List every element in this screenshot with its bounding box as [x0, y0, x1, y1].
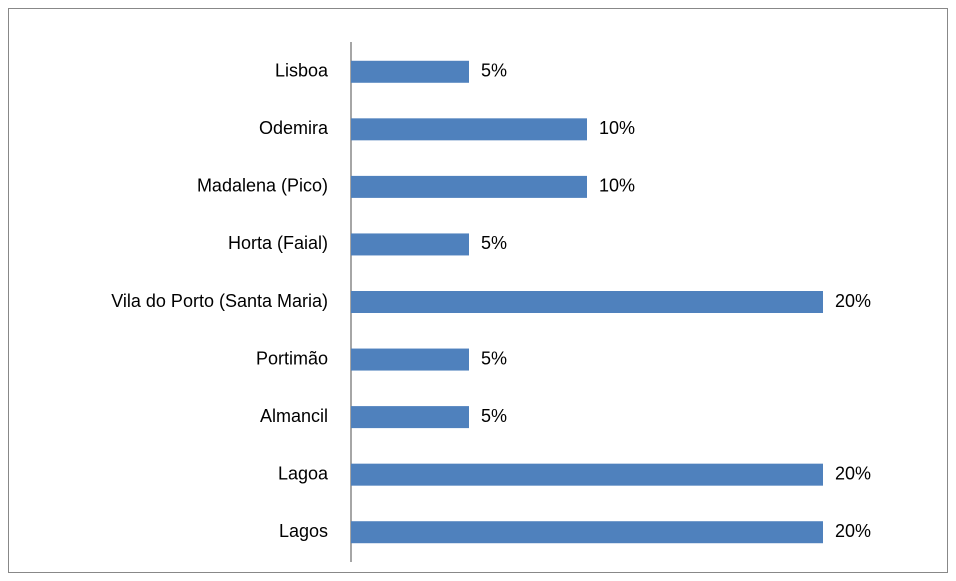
bar — [351, 521, 823, 544]
bar — [351, 175, 587, 198]
category-label: Portimão — [256, 348, 328, 368]
bar — [351, 118, 587, 141]
bar — [351, 406, 469, 429]
bar — [351, 233, 469, 256]
bar — [351, 463, 823, 486]
bar — [351, 60, 469, 83]
value-label: 5% — [481, 406, 507, 426]
bar — [351, 291, 823, 313]
category-label: Horta (Faial) — [228, 233, 328, 253]
value-label: 20% — [835, 291, 871, 311]
category-label: Vila do Porto (Santa Maria) — [111, 291, 328, 311]
category-label: Lagos — [279, 521, 328, 541]
category-label: Lagoa — [278, 463, 329, 483]
category-label: Odemira — [259, 118, 329, 138]
category-label: Madalena (Pico) — [197, 176, 328, 196]
bar — [351, 348, 469, 371]
value-label: 5% — [481, 61, 507, 81]
value-label: 20% — [835, 463, 871, 483]
value-label: 10% — [599, 118, 635, 138]
category-label: Almancil — [260, 406, 328, 426]
value-label: 20% — [835, 521, 871, 541]
value-label: 5% — [481, 348, 507, 368]
category-label: Lisboa — [275, 61, 329, 81]
value-label: 10% — [599, 176, 635, 196]
value-label: 5% — [481, 233, 507, 253]
